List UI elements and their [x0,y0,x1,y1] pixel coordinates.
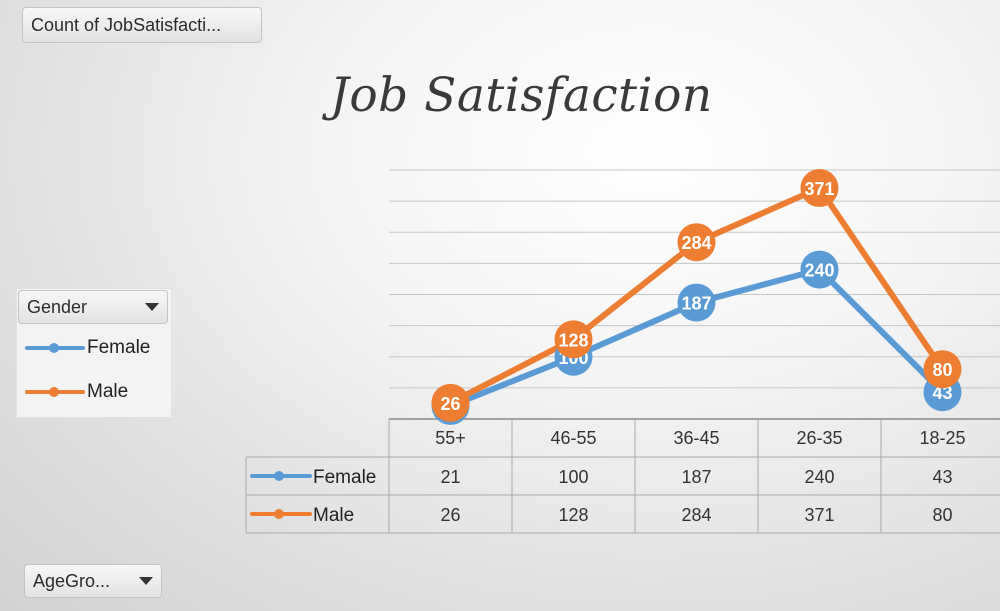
gridlines [389,169,1000,420]
table-cell: 43 [932,467,952,487]
chevron-down-icon [139,577,153,585]
x-tick-label: 36-45 [673,428,719,448]
table-cell: 284 [681,505,711,525]
table-cell: 26 [440,505,460,525]
series-markers: 21100187240432612828437180 [431,169,962,425]
legend-label-male: Male [87,381,129,402]
table-cell: 240 [804,467,834,487]
x-tick-label: 18-25 [919,428,965,448]
data-point-male [554,320,593,359]
female-line-icon [25,341,85,355]
data-label: 284 [681,233,711,253]
data-label: 128 [558,330,588,350]
male-line-icon [25,385,85,399]
gender-field-button[interactable]: Gender [18,290,168,324]
agegroup-field-label: AgeGro... [33,570,111,591]
table-cell: 187 [681,467,711,487]
data-table: 55+ 46-55 36-45 26-35 18-25 Female 21 100 187 240… [245,419,1000,534]
agegroup-field-button[interactable]: AgeGro... [24,564,162,598]
chart-title: Job Satisfaction [330,68,713,123]
x-tick-label: 55+ [435,428,466,448]
data-point-male [431,383,470,422]
data-point-male [677,223,716,262]
table-cell: 371 [804,505,834,525]
x-tick-label: 46-55 [550,428,596,448]
data-label: 187 [681,294,711,314]
table-cell: 21 [440,467,460,487]
data-label: 371 [804,179,834,199]
table-cell: 80 [932,505,952,525]
data-point-female [800,250,839,289]
legend-item-male: Male [25,381,128,403]
legend-label-female: Female [87,337,151,358]
table-series-name: Female [313,467,376,488]
data-point-male [923,350,962,389]
table-series-dot-icon [274,509,284,519]
value-field-label: Count of JobSatisfacti... [31,14,222,35]
data-label: 240 [804,261,834,281]
gender-field-label: Gender [27,296,88,317]
data-point-male [800,169,839,208]
data-label: 43 [932,383,952,403]
legend-item-female: Female [25,337,150,359]
data-label: 80 [932,360,952,380]
data-label: 26 [440,394,460,414]
value-field-button[interactable]: Count of JobSatisfacti... [22,7,262,43]
chevron-down-icon [145,303,159,311]
data-point-female [677,283,716,322]
x-tick-label: 26-35 [796,428,842,448]
table-series-dot-icon [274,471,284,481]
table-series-name: Male [313,505,354,526]
table-cell: 100 [558,467,588,487]
table-cell: 128 [558,505,588,525]
